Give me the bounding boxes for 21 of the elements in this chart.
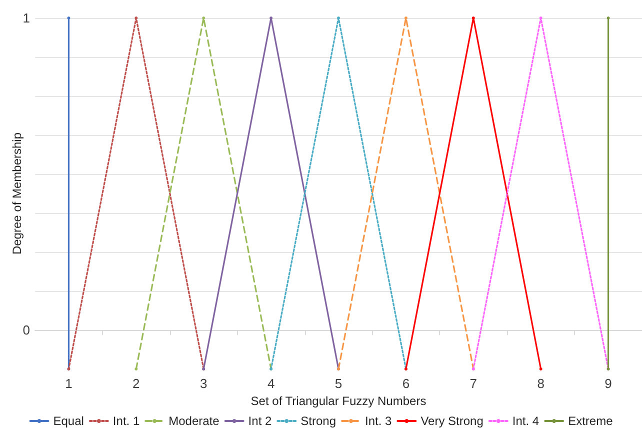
x-tick-label: 2 [132, 376, 140, 391]
legend-label: Int. 1 [112, 414, 140, 428]
y-tick-label: 0 [22, 322, 30, 338]
x-tick-label: 9 [604, 376, 612, 391]
y-axis-title: Degree of Membership [10, 132, 24, 255]
x-tick-label: 5 [334, 376, 342, 391]
legend-label: Moderate [168, 414, 220, 428]
x-tick-label: 8 [537, 376, 544, 391]
x-tick-label: 3 [200, 376, 208, 391]
legend-label: Extreme [568, 414, 614, 428]
legend-label: Int. 3 [365, 414, 392, 428]
x-tick-label: 1 [65, 376, 72, 391]
x-tick-label: 4 [267, 376, 275, 391]
legend-label: Int 2 [248, 414, 272, 428]
x-tick-label: 7 [470, 376, 478, 391]
legend-label: Very Strong [420, 414, 484, 428]
legend-label: Strong [300, 414, 336, 428]
x-tick-label: 6 [402, 376, 410, 391]
legend-label: Int. 4 [512, 414, 540, 428]
legend-label: Equal [53, 414, 84, 428]
x-axis-title: Set of Triangular Fuzzy Numbers [250, 394, 426, 408]
